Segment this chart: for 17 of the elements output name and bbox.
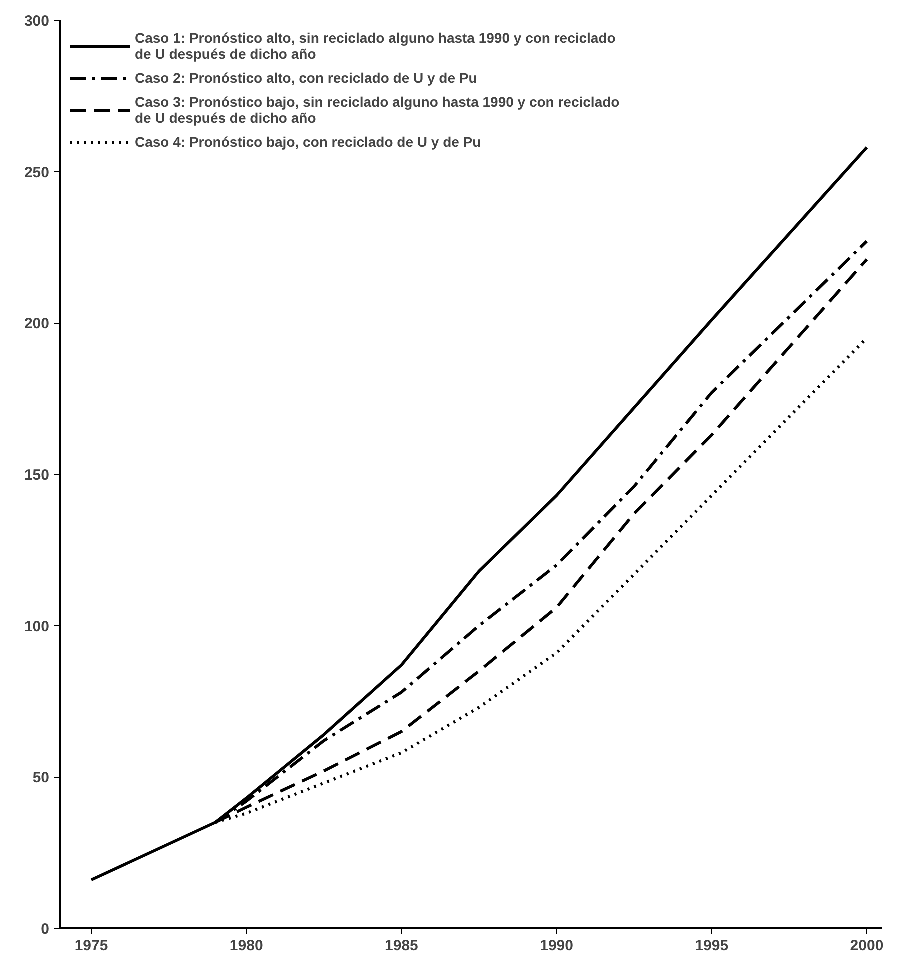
y-tick-label: 300 bbox=[24, 13, 50, 30]
legend-label: Caso 1: Pronóstico alto, sin reciclado alguno hasta 1990 y con reciclado de U después de dicho año bbox=[135, 30, 616, 62]
x-tick-label: 1995 bbox=[695, 938, 729, 954]
legend-label: Caso 4: Pronóstico bajo, con reciclado de U y de Pu bbox=[135, 134, 482, 150]
legend-label: Caso 2: Pronóstico alto, con reciclado de U y de Pu bbox=[135, 70, 478, 86]
y-tick-label: 200 bbox=[24, 316, 50, 333]
legend-label: Caso 3: Pronóstico bajo, sin reciclado alguno hasta 1990 y con reciclado de U después de dicho año bbox=[135, 94, 620, 126]
x-tick-label: 1980 bbox=[230, 938, 264, 954]
x-tick-label: 1990 bbox=[540, 938, 574, 954]
y-tick-label: 250 bbox=[24, 164, 50, 182]
y-tick-label: 150 bbox=[24, 467, 50, 484]
x-tick-label: 1985 bbox=[385, 938, 418, 954]
x-tick-label: 1975 bbox=[74, 938, 108, 954]
y-tick-label: 100 bbox=[24, 618, 50, 636]
y-tick-label: 0 bbox=[41, 921, 50, 938]
x-tick-label: 2000 bbox=[850, 938, 884, 954]
y-tick-label: 50 bbox=[32, 770, 50, 787]
